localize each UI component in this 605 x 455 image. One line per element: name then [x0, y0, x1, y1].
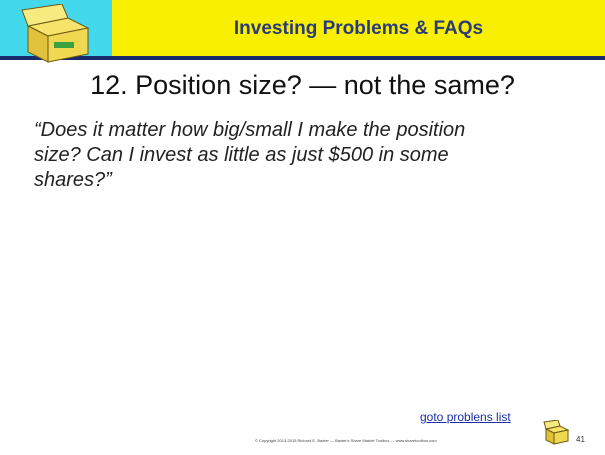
toolbox-icon — [18, 4, 98, 66]
toolbox-small-icon — [542, 420, 572, 446]
quote-line: shares?” — [34, 168, 594, 193]
quote-line: “Does it matter how big/small I make the… — [34, 118, 594, 143]
header-title: Investing Problems & FAQs — [112, 18, 605, 40]
slide: Investing Problems & FAQs 12. Position s… — [0, 0, 605, 455]
problems-link[interactable]: goto problens list — [420, 410, 511, 424]
quote-line: size? Can I invest as little as just $50… — [34, 143, 594, 168]
quote: “Does it matter how big/small I make the… — [34, 118, 594, 193]
page-number: 41 — [576, 435, 585, 444]
slide-title: 12. Position size? — not the same? — [0, 70, 605, 101]
copyright: © Copyright 2013-2015 Richard E. Baxter … — [255, 438, 437, 443]
